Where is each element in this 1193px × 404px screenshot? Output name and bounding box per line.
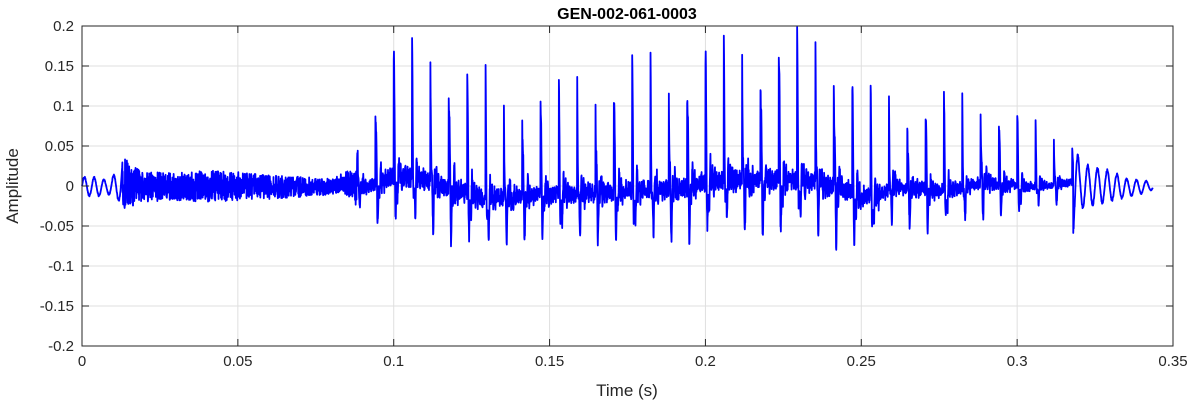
y-tick-label: 0.15 <box>45 58 74 75</box>
y-tick-label: -0.15 <box>40 298 74 315</box>
y-tick-label: -0.2 <box>48 338 74 355</box>
y-tick-label: 0.2 <box>53 18 74 35</box>
signal-layer <box>81 26 1154 251</box>
x-tick-label: 0.2 <box>695 353 716 370</box>
y-tick-label: -0.1 <box>48 258 74 275</box>
x-tick-label: 0.35 <box>1158 353 1187 370</box>
x-tick-label: 0.3 <box>1007 353 1028 370</box>
x-axis-label: Time (s) <box>596 381 658 400</box>
x-axis: 0 0.05 0.1 0.15 0.2 0.25 0.3 0.35 <box>78 26 1188 370</box>
y-axis: -0.2 -0.15 -0.1 -0.05 0 0.05 0.1 0.15 0.2 <box>40 18 1173 355</box>
x-tick-label: 0.15 <box>535 353 564 370</box>
y-tick-label: 0.05 <box>45 138 74 155</box>
x-tick-label: 0.05 <box>223 353 252 370</box>
x-tick-label: 0.1 <box>383 353 404 370</box>
signal-line <box>81 26 1154 251</box>
x-tick-label: 0.25 <box>847 353 876 370</box>
y-tick-label: 0.1 <box>53 98 74 115</box>
y-tick-label: 0 <box>66 178 74 195</box>
y-tick-label: -0.05 <box>40 218 74 235</box>
x-tick-label: 0 <box>78 353 86 370</box>
y-axis-label: Amplitude <box>3 148 22 224</box>
chart-title: GEN-002-061-0003 <box>557 6 697 23</box>
